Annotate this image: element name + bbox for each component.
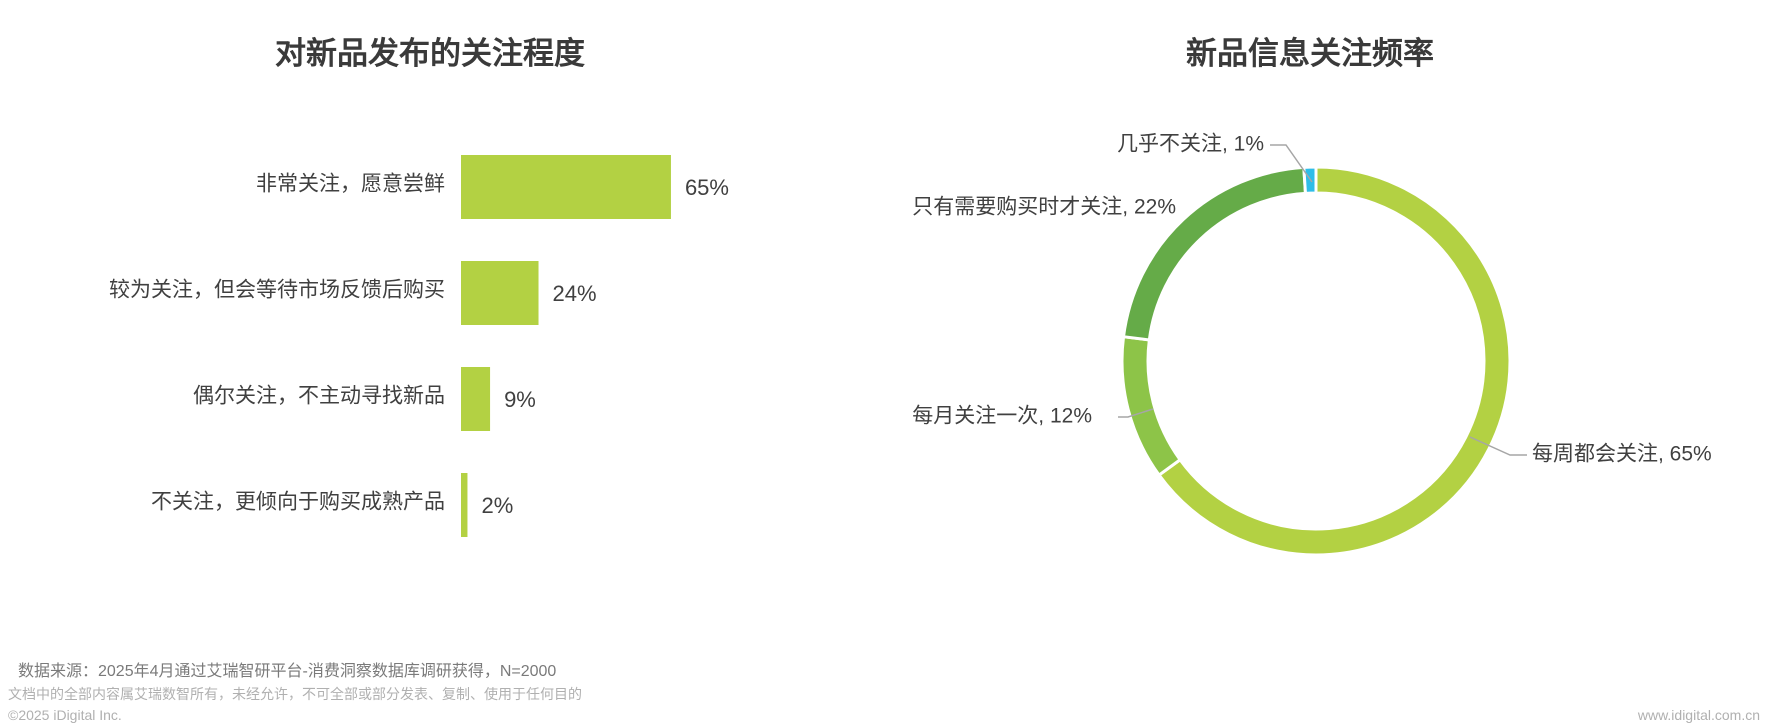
leader-line	[1270, 144, 1313, 183]
data-source-note: 数据来源：2025年4月通过艾瑞智研平台-消费洞察数据库调研获得，N=2000	[18, 663, 557, 680]
copyright-notice: ©2025 iDigital Inc.	[8, 707, 122, 723]
leader-line	[1469, 436, 1527, 456]
donut-slice	[1121, 165, 1308, 342]
donut-chart: 每周都会关注, 65% 每月关注一次, 12% 只有需要购买时才关注, 22% 几乎不…	[912, 133, 1712, 557]
bar	[461, 367, 491, 431]
website-link[interactable]: www.idigital.com.cn	[1637, 707, 1760, 723]
bar-category-label: 不关注，更倾向于购买成熟产品	[151, 491, 445, 514]
bar	[461, 155, 671, 219]
bar-value-label: 9%	[504, 387, 536, 412]
copyright-disclaimer: 文档中的全部内容属艾瑞数智所有，未经允许，不可全部或部分发表、复制、使用于任何目…	[8, 686, 582, 702]
donut-slice	[1120, 335, 1183, 478]
donut-slice-label: 几乎不关注, 1%	[1117, 133, 1264, 156]
bar-chart-title: 对新品发布的关注程度	[275, 36, 585, 71]
donut-slice	[1156, 165, 1512, 557]
donut-chart-title: 新品信息关注频率	[1186, 36, 1434, 71]
bar	[461, 473, 468, 537]
bar-category-label: 非常关注，愿意尝鲜	[256, 173, 445, 196]
bar-value-label: 65%	[685, 175, 729, 200]
donut-slice-label: 每周都会关注, 65%	[1532, 443, 1712, 466]
bar-category-label: 较为关注，但会等待市场反馈后购买	[109, 279, 445, 302]
leader-line	[1118, 408, 1154, 418]
bar-chart: 非常关注，愿意尝鲜 65% 较为关注，但会等待市场反馈后购买 24% 偶尔关注，不主动寻…	[109, 155, 729, 537]
donut-slice-label: 只有需要购买时才关注, 22%	[912, 196, 1176, 219]
bar-value-label: 2%	[481, 493, 513, 518]
bar-category-label: 偶尔关注，不主动寻找新品	[193, 385, 445, 408]
bar-value-label: 24%	[553, 281, 597, 306]
donut-slice-label: 每月关注一次, 12%	[912, 405, 1092, 428]
bar	[461, 261, 539, 325]
